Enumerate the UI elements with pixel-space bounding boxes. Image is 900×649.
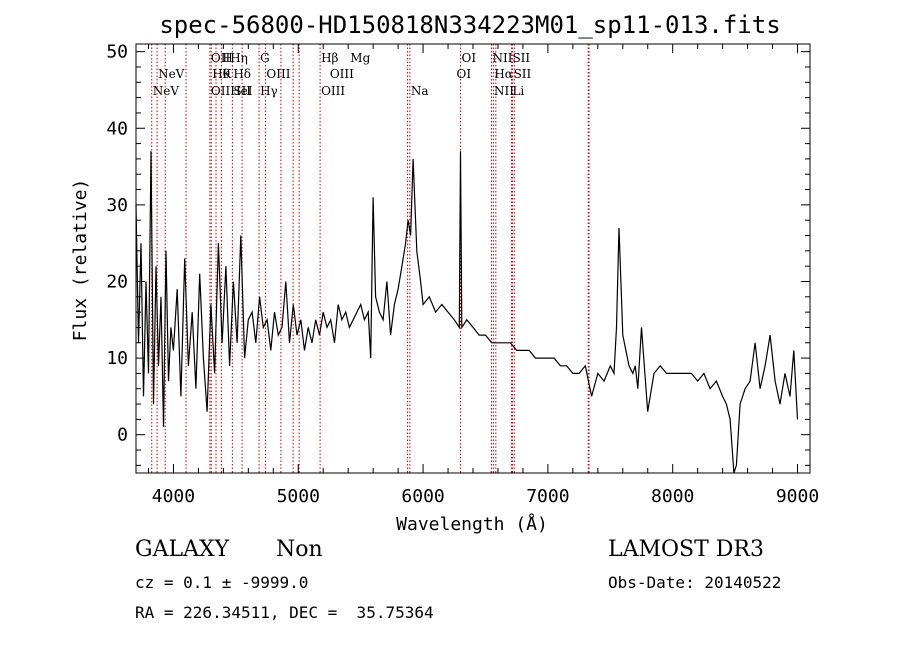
line-label: OIII bbox=[321, 84, 345, 98]
plot-frame bbox=[135, 43, 811, 474]
line-label: Mg bbox=[350, 51, 370, 65]
x-tick-label: 6000 bbox=[401, 486, 444, 507]
line-label: SII bbox=[514, 67, 532, 81]
line-label: OIIHη bbox=[211, 51, 248, 65]
x-axis: 4000 5000 6000 7000 8000 9000 bbox=[147, 44, 819, 507]
redshift-cz: cz = 0.1 ± -9999.0 bbox=[135, 573, 309, 592]
spectral-line-markers bbox=[151, 44, 590, 473]
x-axis-label: Wavelength (Å) bbox=[396, 513, 548, 535]
chart-title: spec-56800-HD150818N334223M01_sp11-013.f… bbox=[159, 11, 780, 39]
spectrum-line bbox=[135, 151, 799, 474]
line-label: Li bbox=[512, 84, 524, 98]
line-label: G bbox=[260, 51, 270, 65]
spectrum-series bbox=[135, 151, 799, 474]
line-label: H bbox=[222, 51, 232, 65]
line-label: OI bbox=[462, 51, 477, 65]
y-tick-label: 30 bbox=[106, 195, 128, 216]
x-tick-label: 8000 bbox=[651, 486, 694, 507]
line-label: NeV bbox=[153, 84, 180, 98]
line-label: SII bbox=[233, 84, 251, 98]
y-tick-label: 40 bbox=[106, 118, 128, 139]
line-label: Hγ bbox=[260, 84, 278, 98]
line-label: NIISII bbox=[492, 51, 530, 65]
y-tick-label: 10 bbox=[106, 348, 128, 369]
line-label: NII bbox=[494, 84, 514, 98]
object-subclass: Non bbox=[276, 537, 323, 562]
line-label: Hα bbox=[494, 67, 513, 81]
x-tick-label: 7000 bbox=[526, 486, 569, 507]
x-tick-label: 4000 bbox=[152, 486, 195, 507]
y-tick-label: 20 bbox=[106, 271, 128, 292]
x-tick-label: 5000 bbox=[277, 486, 320, 507]
object-class: GALAXY bbox=[135, 537, 230, 562]
y-axis: 0 10 20 30 40 50 bbox=[106, 42, 810, 466]
line-label: Na bbox=[411, 84, 429, 98]
spectrum-chart: spec-56800-HD150818N334223M01_sp11-013.f… bbox=[70, 11, 819, 535]
line-label: NeV bbox=[158, 67, 185, 81]
sky-coordinates: RA = 226.34511, DEC = 35.75364 bbox=[135, 603, 434, 622]
line-label: Hβ bbox=[321, 51, 338, 65]
observation-date: Obs-Date: 20140522 bbox=[608, 573, 782, 592]
y-tick-label: 50 bbox=[106, 42, 128, 63]
y-tick-label: 0 bbox=[117, 425, 128, 446]
y-axis-label: Flux (relative) bbox=[70, 179, 91, 342]
line-label: OIIHeI bbox=[211, 84, 253, 98]
line-label: OIII bbox=[266, 67, 290, 81]
line-label: K bbox=[222, 67, 232, 81]
line-label: OIII bbox=[330, 67, 354, 81]
survey-name: LAMOST DR3 bbox=[608, 537, 764, 562]
line-label: Hθ bbox=[212, 67, 230, 81]
line-label: OI bbox=[457, 67, 472, 81]
x-tick-label: 9000 bbox=[776, 486, 819, 507]
line-label: Hδ bbox=[233, 67, 251, 81]
